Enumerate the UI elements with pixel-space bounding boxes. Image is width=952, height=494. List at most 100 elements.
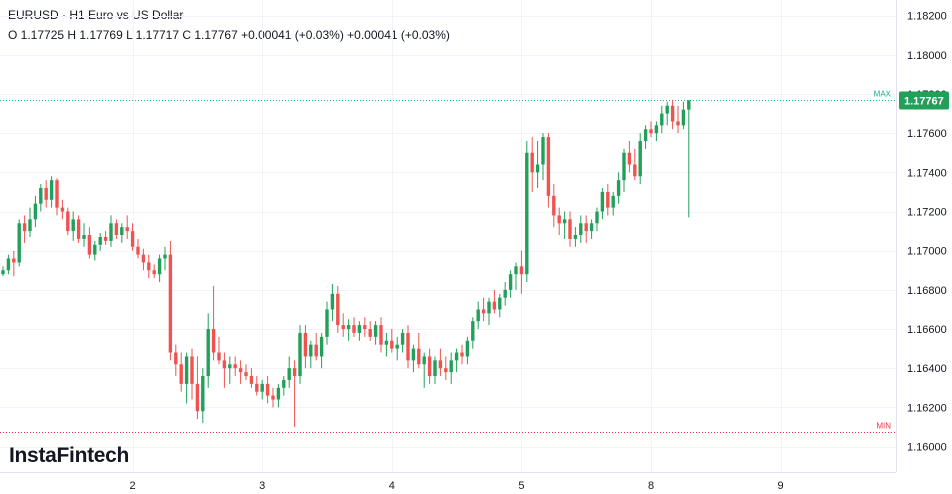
candle-body [368,329,372,337]
y-tick-label: 1.17200 [907,207,947,219]
x-tick-label: 2 [130,480,136,492]
candle-body [519,266,524,275]
candle-body [465,340,470,357]
candle-body [44,188,48,200]
candle-body [249,376,254,384]
candle-body [217,352,221,361]
candle-body [530,152,534,173]
candle-body [298,332,302,377]
candle-body [606,191,610,208]
x-tick-label: 5 [518,480,524,492]
candle-body [627,152,632,165]
candle-body [589,223,594,232]
y-tick-label: 1.16000 [907,442,947,454]
candle-body [649,129,653,134]
instafintech-logo: InstaFintech [9,444,130,467]
candle-body [670,105,675,122]
last-price-badge [899,91,949,110]
candle-body [595,211,599,224]
y-tick-label: 1.16200 [907,402,947,414]
candle-body [163,254,167,259]
max-label: MAX [874,90,892,99]
candle-body [568,219,572,239]
candle-body [39,188,43,204]
candle-body [201,376,205,412]
candle-body [541,137,545,165]
candle-body [76,219,81,239]
candle-body [292,368,297,377]
candle-body [643,129,648,142]
candle-body [190,356,194,384]
candle-body [400,332,405,345]
candle-body [341,325,345,330]
candle-body [444,368,448,373]
candle-body [503,289,507,298]
candle-body [460,352,464,357]
candle-body [411,348,416,361]
candle-body [622,152,626,181]
candle-body [676,121,680,126]
y-tick-label: 1.16800 [907,285,947,297]
candle-body [147,262,151,271]
candle-body [611,195,615,208]
candle-body [654,125,659,134]
candle-body [120,227,124,236]
candle-body [406,332,410,361]
y-tick-label: 1.17400 [907,167,947,179]
last-price-label: 1.17767 [904,95,944,107]
candle-body [22,223,27,232]
candle-body [476,309,480,322]
y-tick-label: 1.16600 [907,324,947,336]
min-label: MIN [876,422,891,431]
candle-body [373,325,378,337]
candle-body [535,164,540,173]
candle-body [638,141,642,177]
candle-body [228,364,232,369]
candle-body [471,321,475,341]
candle-body [336,293,340,326]
candle-body [325,309,329,337]
candle-body [417,348,421,365]
candle-body [211,329,216,353]
candle-body [600,191,605,212]
candle-body [179,364,183,384]
candle-body [422,356,426,365]
candle-body [255,383,259,392]
candle-body [71,219,75,232]
candle-body [584,223,588,232]
y-tick-label: 1.18000 [907,50,947,62]
candle-body [508,274,513,290]
candle-body [28,219,32,232]
candle-body [233,364,237,369]
y-tick-label: 1.18200 [907,11,947,23]
candle-body [427,356,432,377]
candle-body [498,297,502,310]
candle-body [168,254,173,353]
candle-body [433,360,437,377]
chart-legend: EURUSD · H1 Euro vs US Dollar O 1.17725 … [8,5,450,45]
candle-body [525,152,529,275]
candle-body [271,395,275,400]
candle-body [562,219,567,224]
y-tick-label: 1.17000 [907,246,947,258]
candle-body [260,383,264,392]
candle-body [346,325,351,330]
candle-body [481,309,486,314]
candle-body [152,270,156,275]
candle-body [287,368,291,380]
x-tick-label: 4 [389,480,395,492]
candle-body [319,336,324,357]
candle-body [616,180,621,196]
candle-body [681,109,686,126]
candle-body [49,180,54,200]
candle-body [352,325,356,333]
candle-body [98,236,102,245]
candle-body [546,137,551,196]
candle-body [195,383,200,412]
candle-body [174,352,178,365]
candle-body [222,360,227,369]
candle-body [82,235,86,239]
candle-body [17,223,21,263]
candle-body [125,227,129,232]
